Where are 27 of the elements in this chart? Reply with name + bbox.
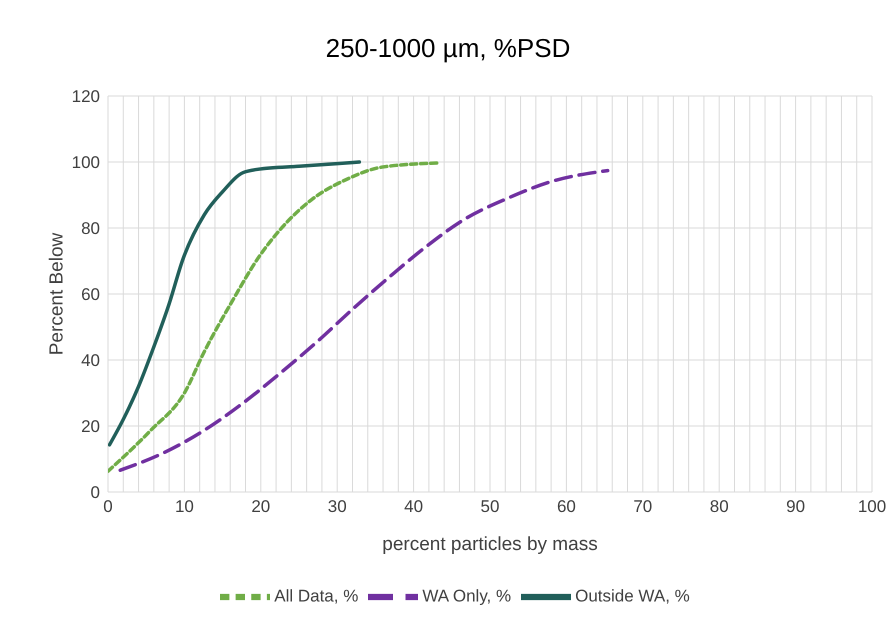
y-tick-label: 0 [90, 483, 100, 502]
y-tick-label: 100 [72, 153, 100, 172]
y-tick-label: 80 [81, 219, 100, 238]
line-series [108, 160, 362, 447]
legend-label: WA Only, % [422, 586, 512, 606]
line-series [118, 168, 610, 472]
line-series [108, 161, 440, 473]
x-tick-label: 90 [786, 497, 806, 516]
x-tick-label: 70 [633, 497, 652, 516]
x-tick-label: 80 [710, 497, 729, 516]
legend-label: All Data, % [274, 586, 358, 606]
y-tick-label: 40 [81, 351, 100, 370]
x-tick-label: 0 [103, 497, 113, 516]
y-axis-title: Percent Below [46, 232, 68, 356]
chart-title: 250-1000 µm, %PSD [324, 32, 572, 65]
x-tick-label: 50 [480, 497, 500, 516]
x-axis-title: percent particles by mass [382, 534, 598, 555]
x-tick-label: 60 [556, 497, 576, 516]
legend-label: Outside WA, % [575, 586, 690, 606]
x-tick-label: 100 [858, 497, 886, 516]
x-tick-label: 30 [328, 497, 347, 516]
y-tick-label: 120 [72, 87, 100, 106]
x-tick-label: 40 [404, 497, 424, 516]
y-tick-label: 60 [81, 285, 100, 304]
x-tick-label: 10 [174, 497, 194, 516]
x-tick-label: 20 [251, 497, 270, 516]
y-tick-label: 20 [81, 417, 100, 436]
